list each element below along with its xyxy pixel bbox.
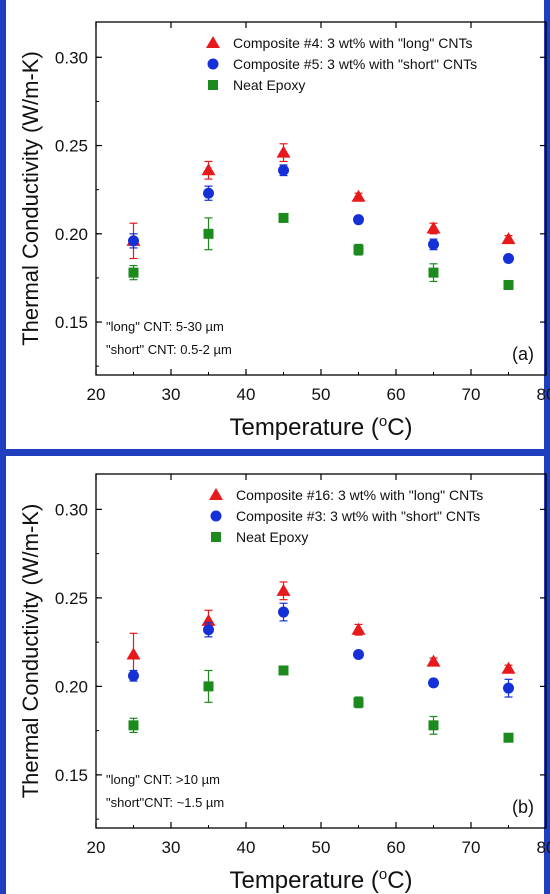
data-point-triangle bbox=[426, 221, 441, 234]
data-point-circle bbox=[353, 214, 364, 226]
x-tick-label: 50 bbox=[312, 385, 331, 404]
x-tick-label: 40 bbox=[237, 385, 256, 404]
x-axis-title-main: Temperature ( bbox=[229, 414, 378, 441]
x-axis-title-superscript: o bbox=[379, 866, 387, 883]
data-point-triangle bbox=[276, 145, 291, 158]
y-tick-label: 0.20 bbox=[55, 677, 88, 696]
y-tick-label: 0.15 bbox=[55, 766, 88, 785]
annotation-note: "long" CNT: >10 µm bbox=[106, 772, 220, 787]
x-tick-label: 30 bbox=[162, 385, 181, 404]
legend-label: Composite #4: 3 wt% with "long" CNTs bbox=[233, 35, 472, 51]
panel-label: (a) bbox=[512, 344, 534, 364]
x-tick-label: 40 bbox=[237, 838, 256, 857]
x-axis-title-end: C) bbox=[387, 867, 412, 894]
data-point-square bbox=[278, 665, 289, 676]
data-point-triangle bbox=[351, 622, 366, 635]
x-tick-label: 70 bbox=[462, 838, 481, 857]
chart-panel-b: 20 30 40 50 60 70 80 0.15 0.20 0.25 0.30 Thermal Co… bbox=[18, 473, 550, 894]
data-point-square bbox=[353, 697, 364, 708]
data-point-square bbox=[503, 279, 514, 290]
data-point-square bbox=[203, 681, 214, 692]
x-tick-label: 30 bbox=[162, 838, 181, 857]
x-tick-label: 80 bbox=[537, 838, 550, 857]
y-tick-label: 0.30 bbox=[55, 48, 88, 67]
legend-marker-triangle bbox=[206, 36, 220, 48]
data-point-triangle bbox=[351, 189, 366, 202]
y-tick-label: 0.25 bbox=[55, 589, 88, 608]
panel-divider bbox=[6, 449, 550, 456]
annotation-note: "short" CNT: 0.5-2 µm bbox=[106, 342, 232, 357]
legend-marker-circle bbox=[207, 58, 219, 70]
data-point-circle bbox=[128, 670, 139, 682]
x-tick-label: 20 bbox=[87, 385, 106, 404]
x-axis-title: Temperature (oC) bbox=[229, 866, 412, 894]
data-point-circle bbox=[503, 253, 514, 265]
legend-marker-triangle bbox=[209, 488, 223, 500]
data-point-square bbox=[203, 228, 214, 239]
x-tick-label: 70 bbox=[462, 385, 481, 404]
x-tick-label: 50 bbox=[312, 838, 331, 857]
y-tick-label: 0.20 bbox=[55, 225, 88, 244]
y-axis-title: Thermal Conductivity (W/m-K) bbox=[18, 504, 43, 799]
annotation-note: "short"CNT: ~1.5 µm bbox=[106, 795, 224, 810]
y-tick-label: 0.15 bbox=[55, 313, 88, 332]
data-point-circle bbox=[203, 624, 214, 636]
legend-marker-circle bbox=[210, 510, 222, 522]
data-point-triangle bbox=[426, 654, 441, 667]
data-point-triangle bbox=[201, 163, 216, 176]
data-point-square bbox=[353, 244, 364, 255]
x-tick-label: 60 bbox=[387, 385, 406, 404]
x-axis-title-superscript: o bbox=[379, 413, 387, 430]
data-point-circle bbox=[203, 187, 214, 199]
x-axis-title-main: Temperature ( bbox=[229, 867, 378, 894]
data-point-circle bbox=[278, 164, 289, 176]
data-point-triangle bbox=[501, 232, 516, 245]
data-point-square bbox=[128, 267, 139, 278]
panel-label: (b) bbox=[512, 797, 534, 817]
y-tick-label: 0.30 bbox=[55, 500, 88, 519]
data-point-square bbox=[278, 212, 289, 223]
data-point-circle bbox=[278, 606, 289, 618]
data-point-square bbox=[428, 267, 439, 278]
data-point-circle bbox=[428, 238, 439, 250]
data-point-square bbox=[128, 720, 139, 731]
data-point-circle bbox=[128, 235, 139, 247]
x-tick-label: 60 bbox=[387, 838, 406, 857]
data-point-triangle bbox=[276, 583, 291, 596]
x-axis-title: Temperature (oC) bbox=[229, 413, 412, 441]
data-point-square bbox=[503, 732, 514, 743]
legend-label: Composite #5: 3 wt% with "short" CNTs bbox=[233, 56, 477, 72]
x-tick-label: 20 bbox=[87, 838, 106, 857]
data-point-triangle bbox=[501, 661, 516, 674]
chart-panel-a: 20 30 40 50 60 70 80 0.15 0.20 0.25 0.30 Thermal Co… bbox=[18, 21, 550, 441]
y-axis-title: Thermal Conductivity (W/m-K) bbox=[18, 51, 43, 346]
legend-label: Neat Epoxy bbox=[236, 529, 308, 545]
legend-label: Neat Epoxy bbox=[233, 77, 305, 93]
legend-label: Composite #3: 3 wt% with "short" CNTs bbox=[236, 508, 480, 524]
y-tick-label: 0.25 bbox=[55, 137, 88, 156]
x-tick-label: 80 bbox=[537, 385, 550, 404]
data-point-triangle bbox=[126, 647, 141, 660]
legend-marker-square bbox=[208, 80, 218, 90]
data-point-circle bbox=[428, 677, 439, 689]
data-point-circle bbox=[503, 682, 514, 694]
legend-marker-square bbox=[211, 532, 221, 542]
x-axis-title-end: C) bbox=[387, 414, 412, 441]
legend-label: Composite #16: 3 wt% with "long" CNTs bbox=[236, 487, 483, 503]
data-point-square bbox=[428, 720, 439, 731]
annotation-note: "long" CNT: 5-30 µm bbox=[106, 319, 224, 334]
data-point-circle bbox=[353, 649, 364, 661]
